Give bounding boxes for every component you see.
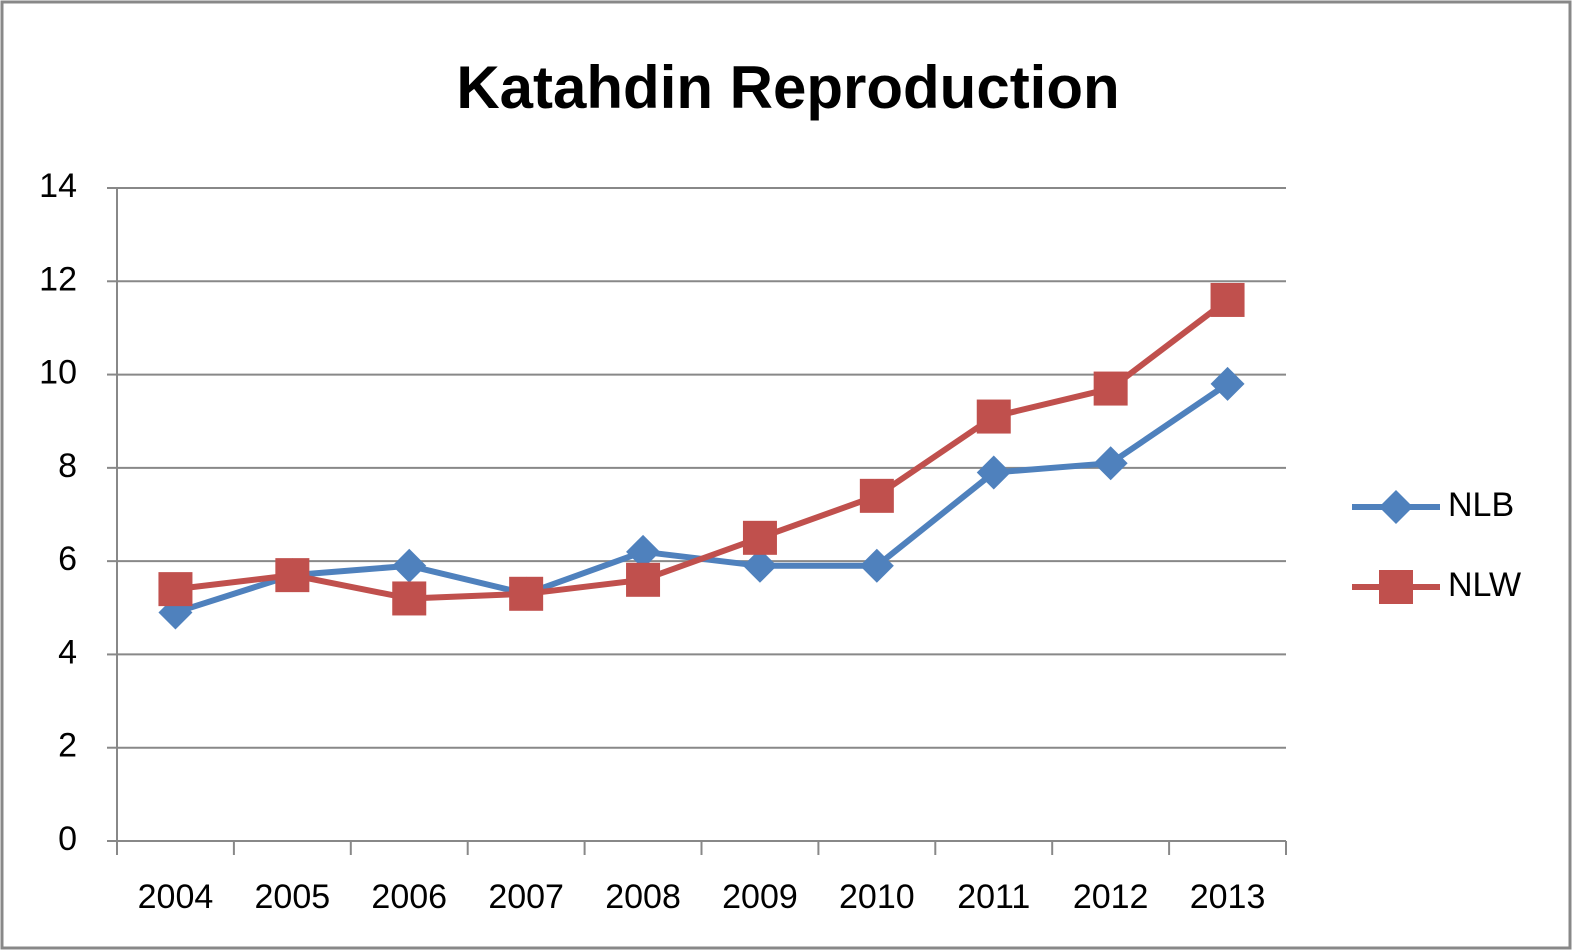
x-tick-label: 2009: [722, 878, 798, 916]
x-tick-label: 2004: [138, 878, 214, 916]
series-line: [175, 297, 1230, 602]
legend-label: NLB: [1448, 486, 1514, 524]
marker: [1210, 282, 1245, 317]
y-tick-label: 4: [58, 633, 77, 671]
marker: [1379, 570, 1413, 604]
marker: [976, 399, 1011, 434]
x-tick-label: 2013: [1190, 878, 1266, 916]
y-tick-label: 6: [58, 540, 77, 578]
marker: [158, 572, 193, 607]
x-tick-label: 2012: [1073, 878, 1149, 916]
y-tick-label: 8: [58, 447, 77, 485]
y-tick-label: 0: [58, 820, 77, 858]
marker: [742, 520, 777, 555]
x-tick-label: 2010: [839, 878, 915, 916]
y-tick-label: 12: [39, 260, 77, 298]
marker: [392, 548, 427, 583]
x-tick-label: 2008: [605, 878, 681, 916]
marker: [976, 455, 1011, 490]
marker: [626, 562, 661, 597]
x-tick-label: 2011: [957, 878, 1030, 916]
x-tick-label: 2006: [371, 878, 447, 916]
y-tick-label: 10: [39, 354, 77, 392]
y-tick-label: 14: [39, 167, 77, 205]
legend-label: NLW: [1448, 566, 1521, 604]
marker: [1093, 371, 1128, 406]
marker: [1379, 490, 1413, 524]
marker: [275, 558, 310, 593]
marker: [509, 576, 544, 611]
marker: [1093, 446, 1128, 481]
x-tick-label: 2007: [488, 878, 564, 916]
marker: [859, 548, 894, 583]
marker: [859, 478, 894, 513]
marker: [626, 534, 661, 569]
marker: [1210, 366, 1245, 401]
y-tick-label: 2: [58, 727, 77, 765]
marker: [742, 548, 777, 583]
marker: [392, 581, 427, 616]
chart-title: Katahdin Reproduction: [456, 54, 1119, 121]
x-tick-label: 2005: [255, 878, 331, 916]
